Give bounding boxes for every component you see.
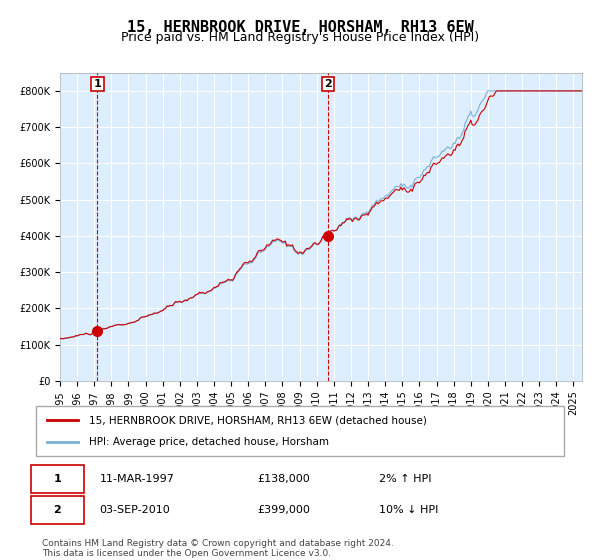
Text: £138,000: £138,000 [258,474,311,484]
Text: 15, HERNBROOK DRIVE, HORSHAM, RH13 6EW: 15, HERNBROOK DRIVE, HORSHAM, RH13 6EW [127,20,473,35]
FancyBboxPatch shape [31,465,83,493]
Text: Price paid vs. HM Land Registry's House Price Index (HPI): Price paid vs. HM Land Registry's House … [121,31,479,44]
Text: 2% ↑ HPI: 2% ↑ HPI [379,474,432,484]
Text: 2: 2 [325,79,332,89]
Text: 1: 1 [94,79,101,89]
Text: 10% ↓ HPI: 10% ↓ HPI [379,505,439,515]
Text: 03-SEP-2010: 03-SEP-2010 [100,505,170,515]
Text: Contains HM Land Registry data © Crown copyright and database right 2024.
This d: Contains HM Land Registry data © Crown c… [42,539,394,558]
Text: 11-MAR-1997: 11-MAR-1997 [100,474,174,484]
Text: 1: 1 [53,474,61,484]
Text: 15, HERNBROOK DRIVE, HORSHAM, RH13 6EW (detached house): 15, HERNBROOK DRIVE, HORSHAM, RH13 6EW (… [89,415,427,425]
FancyBboxPatch shape [36,406,564,456]
Text: £399,000: £399,000 [258,505,311,515]
FancyBboxPatch shape [31,496,83,524]
Text: HPI: Average price, detached house, Horsham: HPI: Average price, detached house, Hors… [89,437,329,447]
Text: 2: 2 [53,505,61,515]
